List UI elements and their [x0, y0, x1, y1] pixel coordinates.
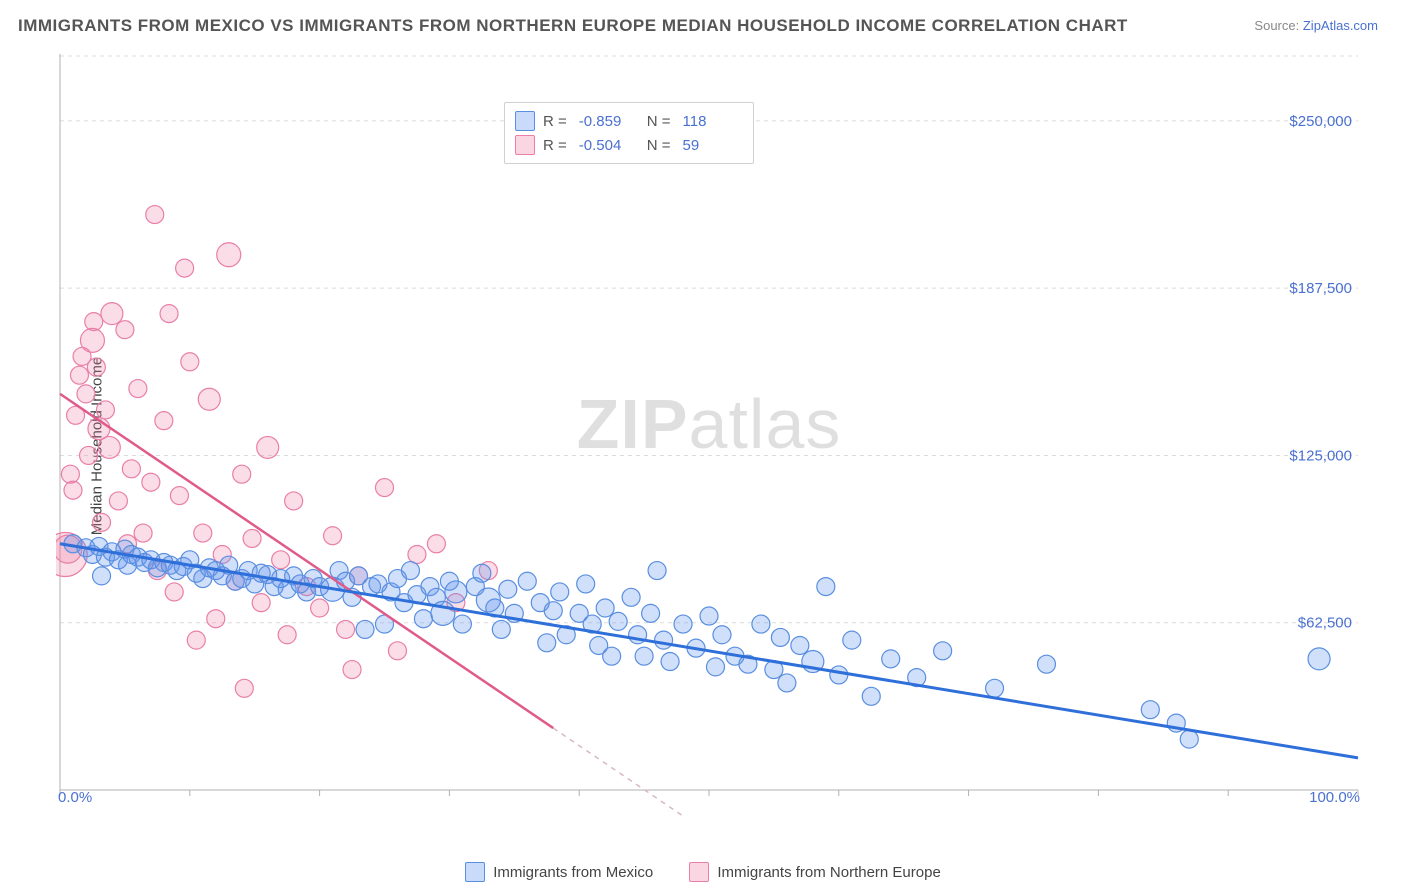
source-attribution: Source: ZipAtlas.com: [1254, 18, 1378, 33]
r-value: -0.504: [579, 137, 639, 154]
swatch-icon: [515, 111, 535, 131]
n-value: 59: [683, 137, 743, 154]
svg-text:$187,500: $187,500: [1289, 280, 1352, 297]
svg-text:$250,000: $250,000: [1289, 113, 1352, 130]
n-value: 118: [683, 113, 743, 130]
swatch-icon: [689, 862, 709, 882]
r-value: -0.859: [579, 113, 639, 130]
series-legend: Immigrants from Mexico Immigrants from N…: [0, 862, 1406, 886]
n-label: N =: [647, 137, 671, 154]
swatch-icon: [465, 862, 485, 882]
legend-row: R = -0.859 N = 118: [515, 109, 743, 133]
swatch-icon: [515, 135, 535, 155]
chart-area: $62,500$125,000$187,500$250,000 ZIPatlas…: [56, 50, 1362, 830]
r-label: R =: [543, 113, 567, 130]
source-link[interactable]: ZipAtlas.com: [1303, 18, 1378, 33]
x-tick-label: 0.0%: [58, 789, 92, 806]
legend-item: Immigrants from Northern Europe: [689, 862, 940, 882]
legend-item: Immigrants from Mexico: [465, 862, 653, 882]
chart-title: IMMIGRANTS FROM MEXICO VS IMMIGRANTS FRO…: [18, 16, 1128, 36]
r-label: R =: [543, 137, 567, 154]
svg-text:$62,500: $62,500: [1298, 615, 1352, 632]
n-label: N =: [647, 113, 671, 130]
svg-text:$125,000: $125,000: [1289, 447, 1352, 464]
x-tick-label: 100.0%: [1309, 789, 1360, 806]
legend-label: Immigrants from Northern Europe: [717, 864, 940, 881]
legend-label: Immigrants from Mexico: [493, 864, 653, 881]
scatter-chart: $62,500 $125,000 $187,500 $250,000: [56, 50, 1362, 830]
source-label: Source:: [1254, 18, 1299, 33]
legend-row: R = -0.504 N = 59: [515, 133, 743, 157]
correlation-legend: R = -0.859 N = 118 R = -0.504 N = 59: [504, 102, 754, 164]
